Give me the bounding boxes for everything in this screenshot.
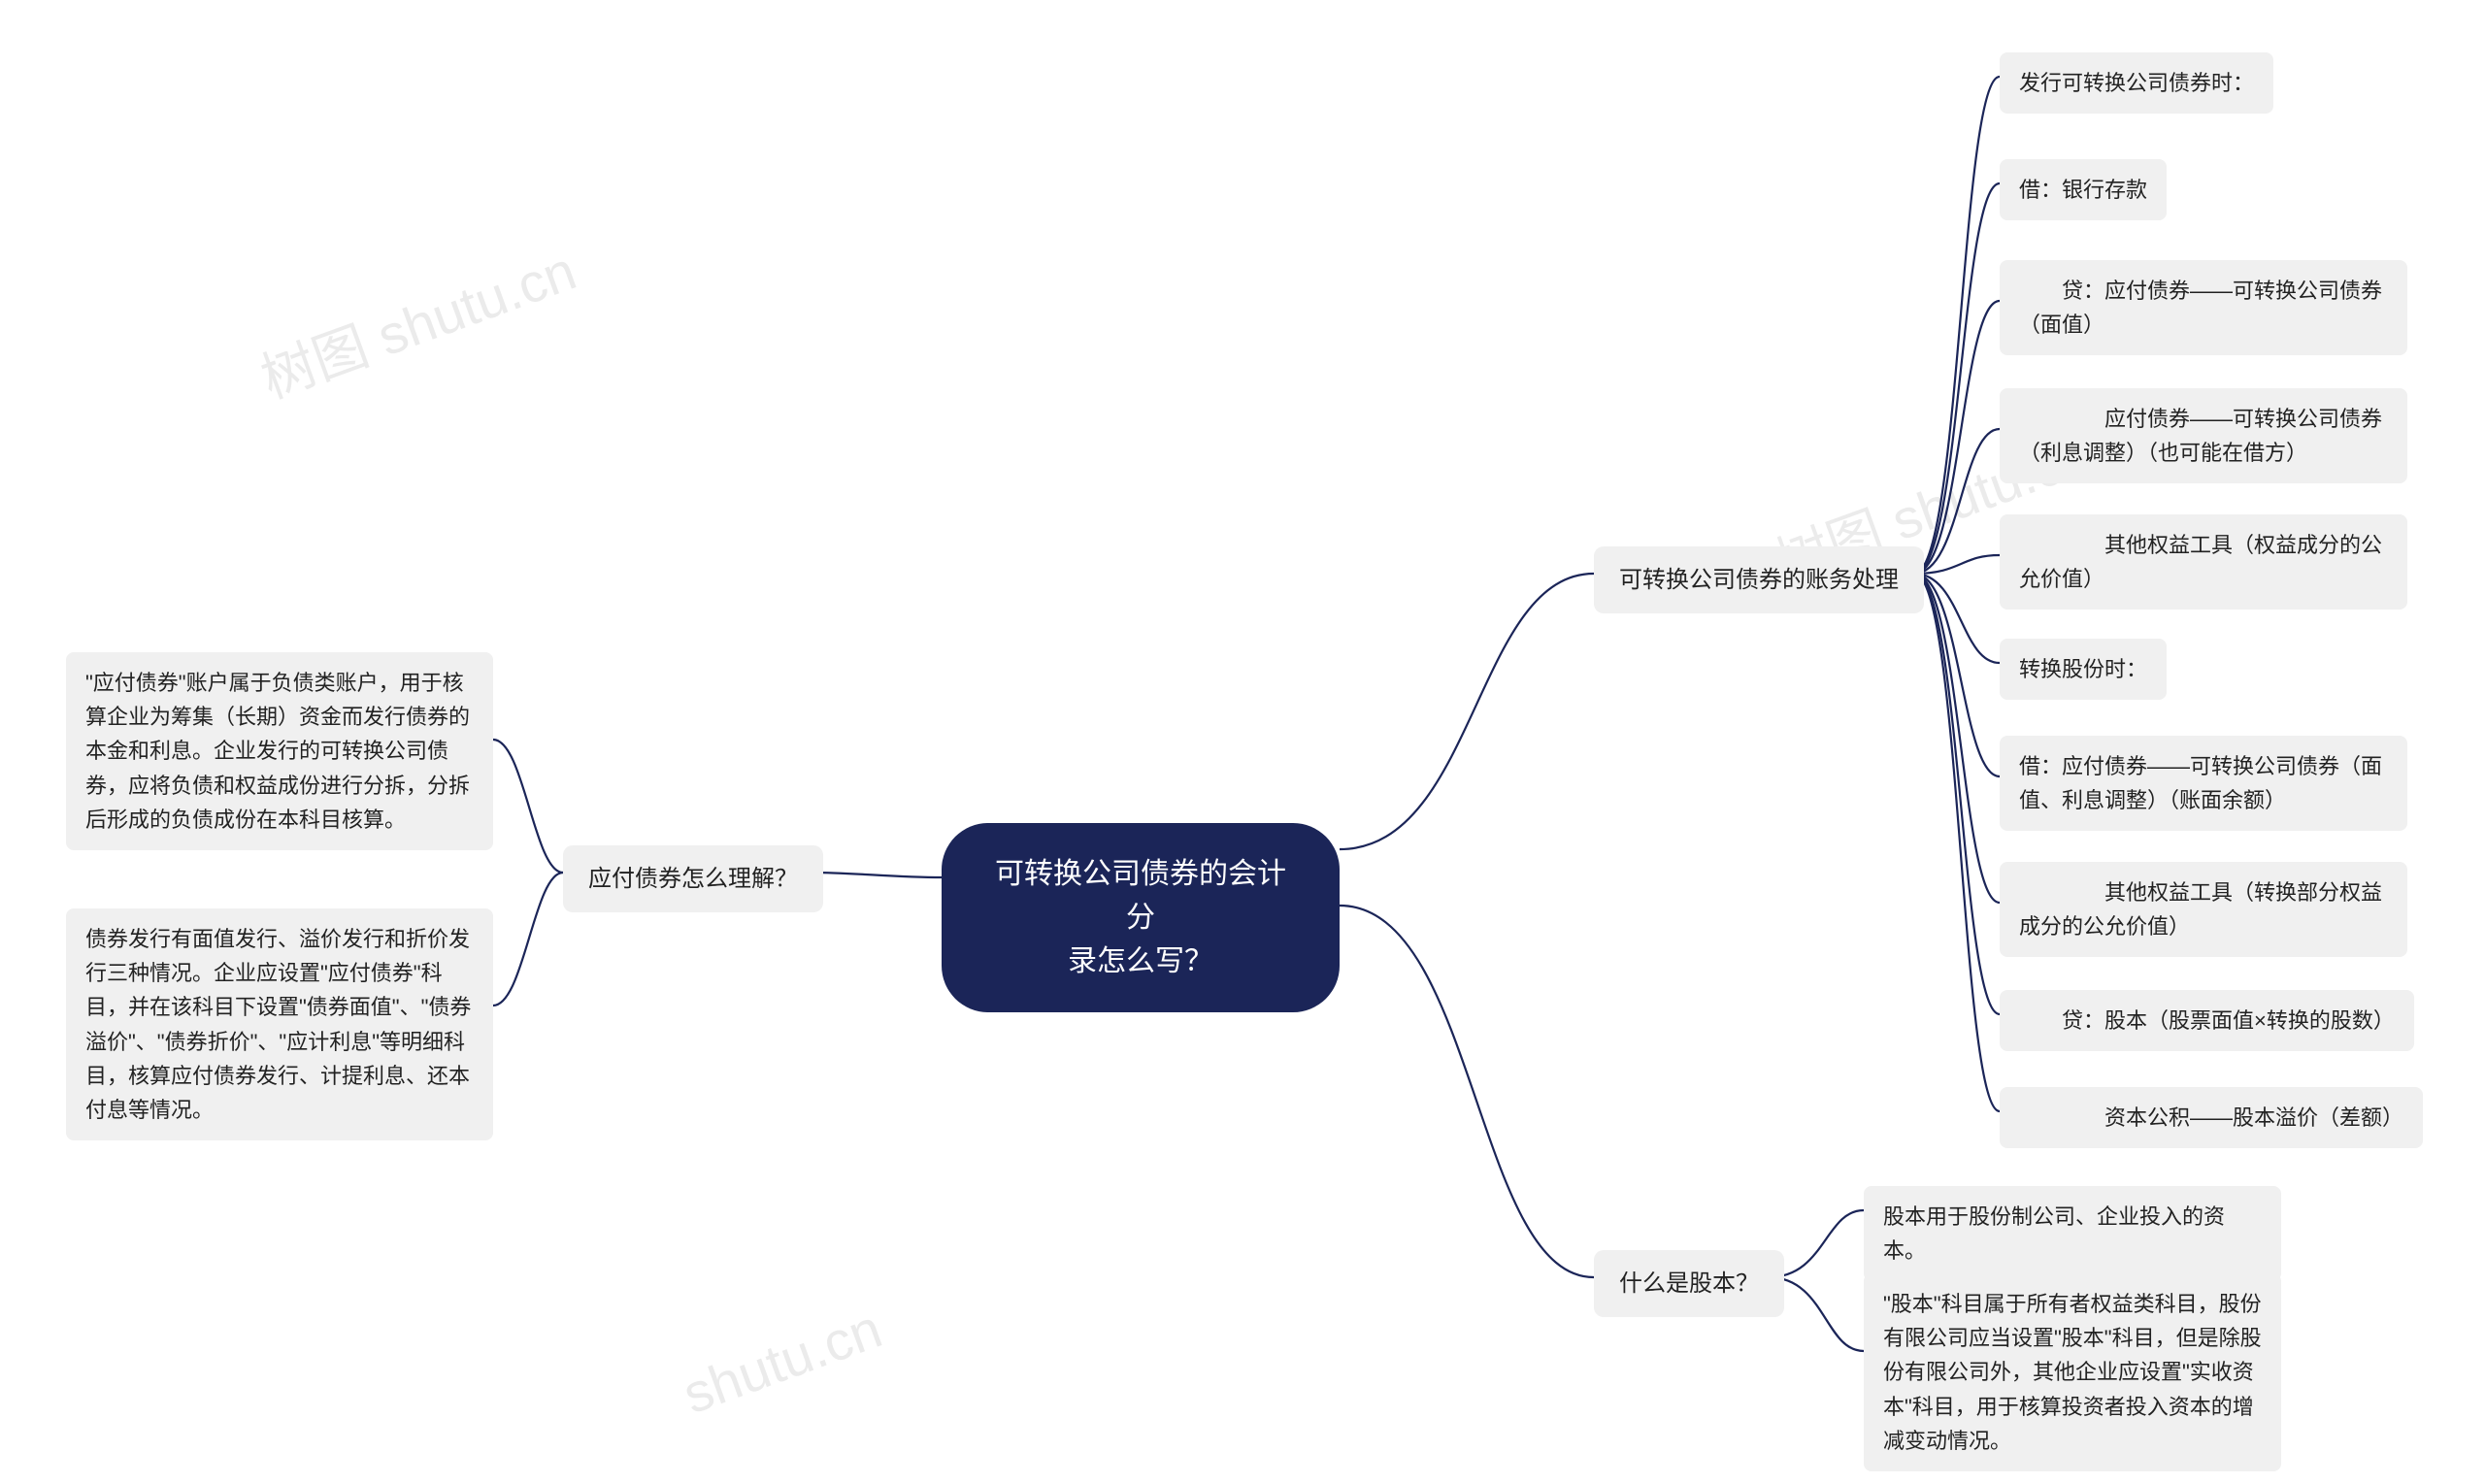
watermark: 树图 shutu.cn	[248, 227, 585, 413]
r1-leaf: 贷：应付债券——可转换公司债券（面值）	[2000, 260, 2407, 355]
r1-leaf: 应付债券——可转换公司债券（利息调整）（也可能在借方）	[2000, 388, 2407, 483]
r1-leaf: 资本公积——股本溢价（差额）	[2000, 1087, 2423, 1148]
r2-leaf: "股本"科目属于所有者权益类科目，股份有限公司应当设置"股本"科目，但是除股份有…	[1864, 1273, 2281, 1471]
mindmap-canvas: 树图 shutu.cn 树图 shutu.cn shutu.cn shutu.c…	[0, 0, 2485, 1480]
r1-leaf: 借：应付债券——可转换公司债券（面值、利息调整）（账面余额）	[2000, 736, 2407, 831]
r1-leaf: 借：银行存款	[2000, 159, 2167, 220]
r1-leaf: 其他权益工具（转换部分权益成分的公允价值）	[2000, 862, 2407, 957]
r1-leaf: 转换股份时：	[2000, 639, 2167, 700]
watermark: shutu.cn	[675, 1297, 889, 1426]
left-branch: 应付债券怎么理解？	[563, 845, 823, 912]
r2-leaf: 股本用于股份制公司、企业投入的资本。	[1864, 1186, 2281, 1281]
left-leaf: "应付债券"账户属于负债类账户，用于核算企业为筹集（长期）资金而发行债券的本金和…	[66, 652, 493, 850]
left-leaf: 债券发行有面值发行、溢价发行和折价发行三种情况。企业应设置"应付债券"科目，并在…	[66, 908, 493, 1140]
r1-leaf: 贷：股本（股票面值×转换的股数）	[2000, 990, 2414, 1051]
right-branch-2: 什么是股本？	[1594, 1250, 1784, 1317]
r1-leaf: 其他权益工具（权益成分的公允价值）	[2000, 514, 2407, 610]
root-text-line2: 录怎么写？	[1068, 945, 1213, 977]
root-text-line1: 可转换公司债券的会计分	[995, 858, 1286, 934]
right-branch-1: 可转换公司债券的账务处理	[1594, 546, 1924, 613]
root-node: 可转换公司债券的会计分 录怎么写？	[942, 823, 1340, 1012]
r1-leaf: 发行可转换公司债券时：	[2000, 52, 2273, 114]
